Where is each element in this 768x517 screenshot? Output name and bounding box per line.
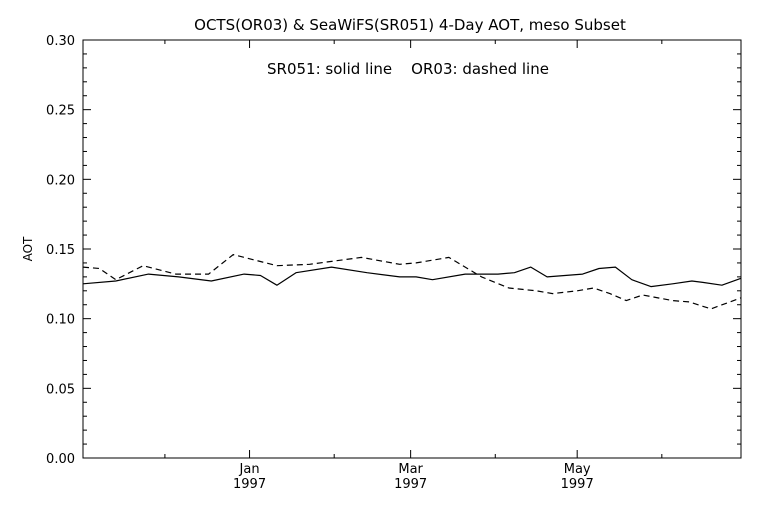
- series-layer: [82, 254, 742, 310]
- y-tick-label: 0.10: [46, 313, 75, 328]
- y-tick-label: 0.15: [46, 243, 75, 258]
- x-tick-label-year: 1997: [233, 477, 266, 492]
- chart-title: OCTS(OR03) & SeaWiFS(SR051) 4-Day AOT, m…: [194, 16, 626, 34]
- x-tick-label-year: 1997: [561, 477, 594, 492]
- series-line-sr051: [82, 266, 742, 288]
- y-tick-label: 0.30: [46, 34, 75, 49]
- series-line-or03: [82, 254, 742, 310]
- x-tick-label-year: 1997: [394, 477, 427, 492]
- x-tick-label-month: Mar: [398, 462, 423, 477]
- y-tick-label: 0.00: [46, 452, 75, 467]
- x-tick-label-month: May: [564, 462, 591, 477]
- y-tick-label: 0.20: [46, 173, 75, 188]
- line-style-annotation: SR051: solid line OR03: dashed line: [267, 60, 549, 78]
- y-tick-label: 0.25: [46, 104, 75, 119]
- x-tick-label-month: Jan: [239, 462, 260, 477]
- y-axis-label: AOT: [21, 236, 35, 261]
- ticks-layer: 0.000.050.100.150.200.250.30Jan1997Mar19…: [46, 34, 741, 492]
- y-tick-label: 0.05: [46, 382, 75, 397]
- plot-frame: [82, 39, 742, 459]
